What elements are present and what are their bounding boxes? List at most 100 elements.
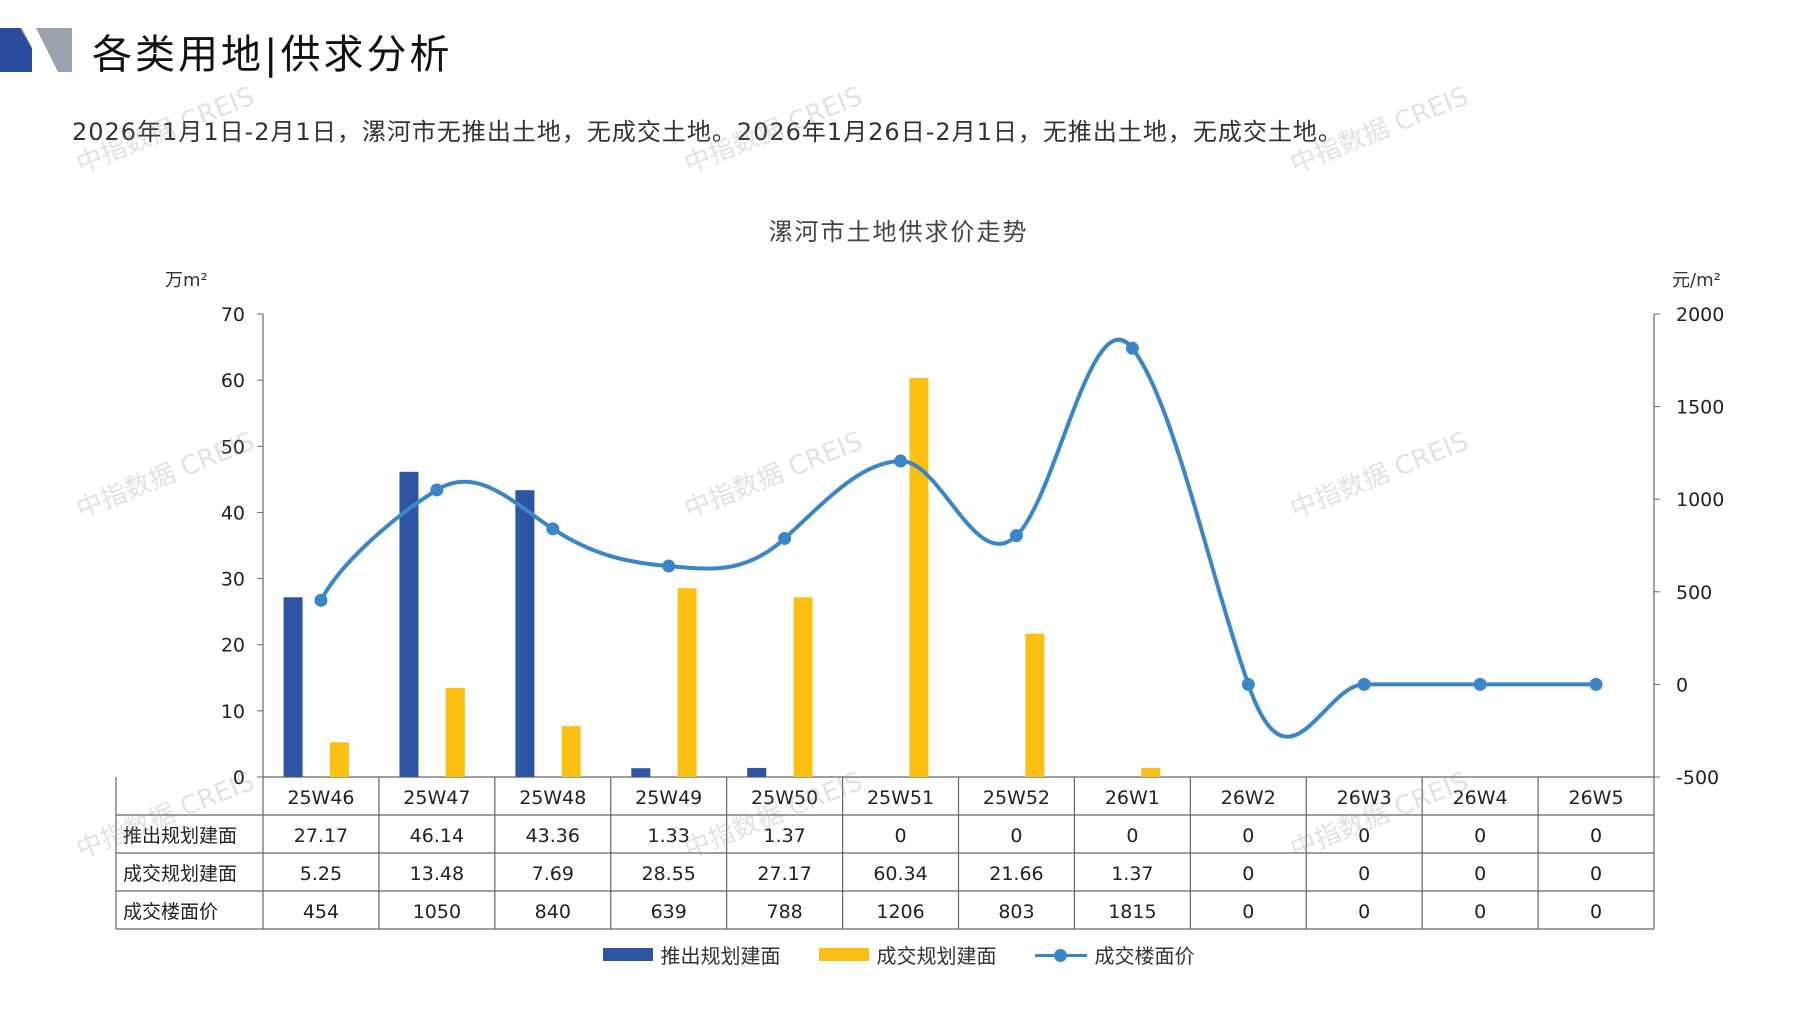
table-cell-value: 0 <box>1474 901 1486 923</box>
category-label: 25W48 <box>519 787 586 809</box>
legend-label-price: 成交楼面价 <box>1094 944 1195 968</box>
table-cell-value: 840 <box>535 901 571 923</box>
price-point <box>546 522 560 536</box>
table-cell-value: 28.55 <box>642 863 696 885</box>
price-point <box>662 559 676 573</box>
legend-label-supply: 推出规划建面 <box>660 944 781 968</box>
right-tick-label: 1000 <box>1676 489 1724 511</box>
table-cell-value: 639 <box>651 901 687 923</box>
table-cell-value: 0 <box>1590 863 1602 885</box>
table-cell-value: 0 <box>1590 901 1602 923</box>
table-cell-value: 1.37 <box>763 825 805 847</box>
supply-bar <box>399 471 419 777</box>
table-cell-value: 0 <box>1242 901 1254 923</box>
table-cell-value: 0 <box>1474 863 1486 885</box>
table-cell-value: 43.36 <box>526 825 580 847</box>
category-label: 25W47 <box>403 787 470 809</box>
left-tick-label: 40 <box>221 502 245 524</box>
table-cell-value: 788 <box>766 901 802 923</box>
table-cell-value: 454 <box>303 901 339 923</box>
price-line <box>319 337 1597 739</box>
left-tick-label: 0 <box>233 767 245 789</box>
category-label: 26W4 <box>1453 787 1508 809</box>
supply-bar <box>631 768 651 777</box>
table-cell-value: 21.66 <box>989 863 1043 885</box>
table-cell-value: 1206 <box>876 901 924 923</box>
category-label: 26W2 <box>1221 787 1276 809</box>
price-point <box>778 531 792 545</box>
category-label: 25W46 <box>287 787 354 809</box>
price-point <box>1589 677 1603 691</box>
deal-bar <box>677 588 697 777</box>
table-cell-value: 0 <box>1010 825 1022 847</box>
deal-bar <box>909 377 929 777</box>
legend-item-deal: 成交规划建面 <box>818 940 997 969</box>
category-label: 26W3 <box>1337 787 1392 809</box>
right-tick-label: 0 <box>1676 674 1688 696</box>
table-cell-value: 46.14 <box>410 825 464 847</box>
logo-white-cut <box>22 28 58 72</box>
left-tick-label: 30 <box>221 569 245 591</box>
table-cell-value: 13.48 <box>410 863 464 885</box>
right-tick-label: 1500 <box>1676 397 1724 419</box>
table-cell-value: 27.17 <box>757 863 811 885</box>
table-cell-value: 0 <box>1242 825 1254 847</box>
category-label: 26W5 <box>1569 787 1624 809</box>
price-point <box>430 483 444 497</box>
price-point <box>314 593 328 607</box>
table-cell-value: 803 <box>998 901 1034 923</box>
legend-item-supply: 推出规划建面 <box>602 940 781 969</box>
table-cell-value: 0 <box>1590 825 1602 847</box>
price-point <box>1125 341 1139 355</box>
table-row-label: 推出规划建面 <box>123 825 237 847</box>
brand-logo <box>0 28 72 72</box>
price-point <box>1473 677 1487 691</box>
table-cell-value: 27.17 <box>294 825 348 847</box>
left-tick-label: 10 <box>221 701 245 723</box>
table-cell-value: 1050 <box>413 901 461 923</box>
table-cell-value: 5.25 <box>300 863 342 885</box>
supply-bar <box>515 490 535 777</box>
legend-swatch-supply <box>602 948 653 961</box>
legend-swatch-deal <box>818 948 869 961</box>
table-row-label: 成交规划建面 <box>123 863 237 885</box>
legend-swatch-price <box>1034 947 1087 963</box>
deal-bar <box>561 726 581 777</box>
deal-bar <box>793 597 813 777</box>
price-point <box>1241 677 1255 691</box>
chart-title: 漯河市土地供求价走势 <box>768 218 1029 246</box>
category-label: 25W49 <box>635 787 702 809</box>
left-tick-label: 60 <box>221 370 245 392</box>
table-cell-value: 1.33 <box>648 825 690 847</box>
deal-bar <box>1141 767 1161 777</box>
legend-item-price: 成交楼面价 <box>1034 940 1195 969</box>
table-row-label: 成交楼面价 <box>123 901 218 923</box>
table-cell-value: 0 <box>1358 863 1370 885</box>
logo-dark-shape <box>0 28 32 72</box>
table-cell-value: 0 <box>1242 863 1254 885</box>
right-tick-label: -500 <box>1676 767 1719 789</box>
summary-text: 2026年1月1日-2月1日，漯河市无推出土地，无成交土地。2026年1月26日… <box>72 118 1343 146</box>
table-cell-value: 0 <box>1358 825 1370 847</box>
table-cell-value: 1.37 <box>1111 863 1153 885</box>
deal-bar <box>445 687 465 777</box>
left-tick-label: 70 <box>221 304 245 326</box>
deal-bar <box>1025 633 1045 777</box>
category-label: 25W52 <box>983 787 1050 809</box>
table-cell-value: 7.69 <box>532 863 574 885</box>
supply-bar <box>747 767 767 777</box>
price-point <box>894 454 908 468</box>
legend-label-deal: 成交规划建面 <box>876 944 997 968</box>
table-cell-value: 1815 <box>1108 901 1156 923</box>
price-point <box>1357 677 1371 691</box>
right-axis-unit: 元/m² <box>1672 270 1721 291</box>
price-point <box>1009 529 1023 543</box>
right-tick-label: 500 <box>1676 582 1712 604</box>
table-cell-value: 0 <box>1358 901 1370 923</box>
deal-bar <box>329 742 349 777</box>
category-label: 25W50 <box>751 787 818 809</box>
supply-bar <box>283 597 303 777</box>
left-axis-unit: 万m² <box>165 270 208 291</box>
table-cell-value: 60.34 <box>873 863 927 885</box>
